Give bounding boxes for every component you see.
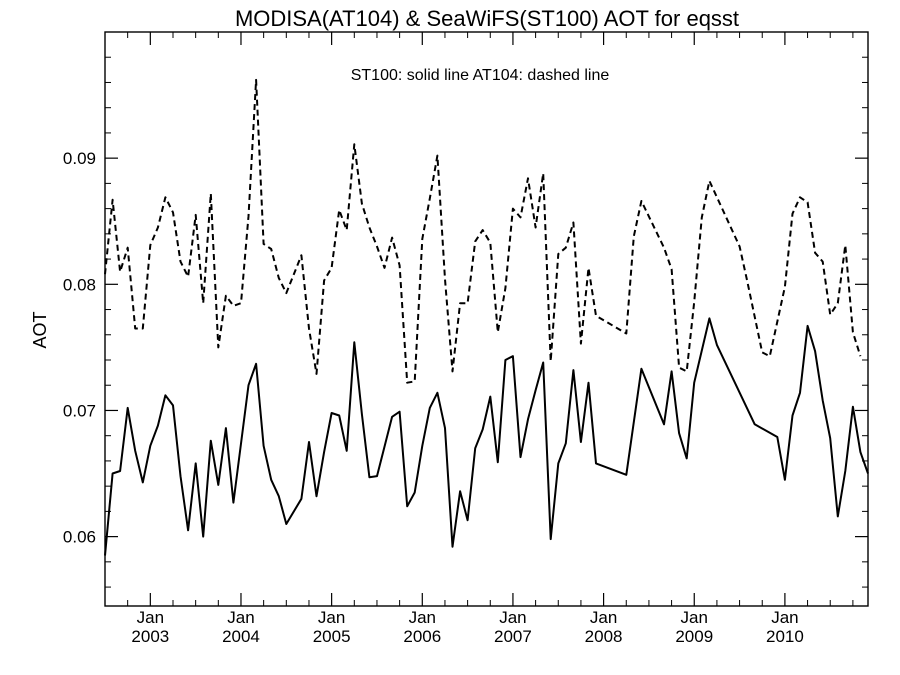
- series-lines: [104, 78, 869, 556]
- x-tick-label-month: Jan: [137, 608, 164, 627]
- y-tick-label: 0.09: [63, 149, 96, 168]
- x-tick-label-year: 2007: [494, 627, 532, 646]
- y-tick-label: 0.07: [63, 401, 96, 420]
- x-tick-label-month: Jan: [409, 608, 436, 627]
- chart-title: MODISA(AT104) & SeaWiFS(ST100) AOT for e…: [235, 6, 739, 31]
- x-tick-label-year: 2003: [131, 627, 169, 646]
- x-tick-label-month: Jan: [590, 608, 617, 627]
- plot-frame: [104, 31, 869, 607]
- x-tick-label-year: 2010: [766, 627, 804, 646]
- y-tick-label: 0.08: [63, 275, 96, 294]
- axis-ticks: 0.060.070.080.09Jan2003Jan2004Jan2005Jan…: [63, 32, 868, 646]
- x-tick-label-month: Jan: [499, 608, 526, 627]
- x-tick-label-month: Jan: [318, 608, 345, 627]
- line-style-note: ST100: solid line AT104: dashed line: [351, 67, 610, 84]
- x-tick-label-year: 2004: [222, 627, 260, 646]
- x-tick-label-year: 2008: [585, 627, 623, 646]
- x-tick-label-month: Jan: [681, 608, 708, 627]
- x-tick-label-year: 2006: [403, 627, 441, 646]
- series-line-at104: [104, 78, 862, 384]
- x-tick-label-month: Jan: [227, 608, 254, 627]
- y-tick-label: 0.06: [63, 528, 96, 547]
- x-tick-label-year: 2009: [675, 627, 713, 646]
- x-tick-label-year: 2005: [313, 627, 351, 646]
- y-axis-title: AOT: [30, 311, 50, 348]
- series-line-st100: [104, 317, 869, 556]
- x-tick-label-month: Jan: [771, 608, 798, 627]
